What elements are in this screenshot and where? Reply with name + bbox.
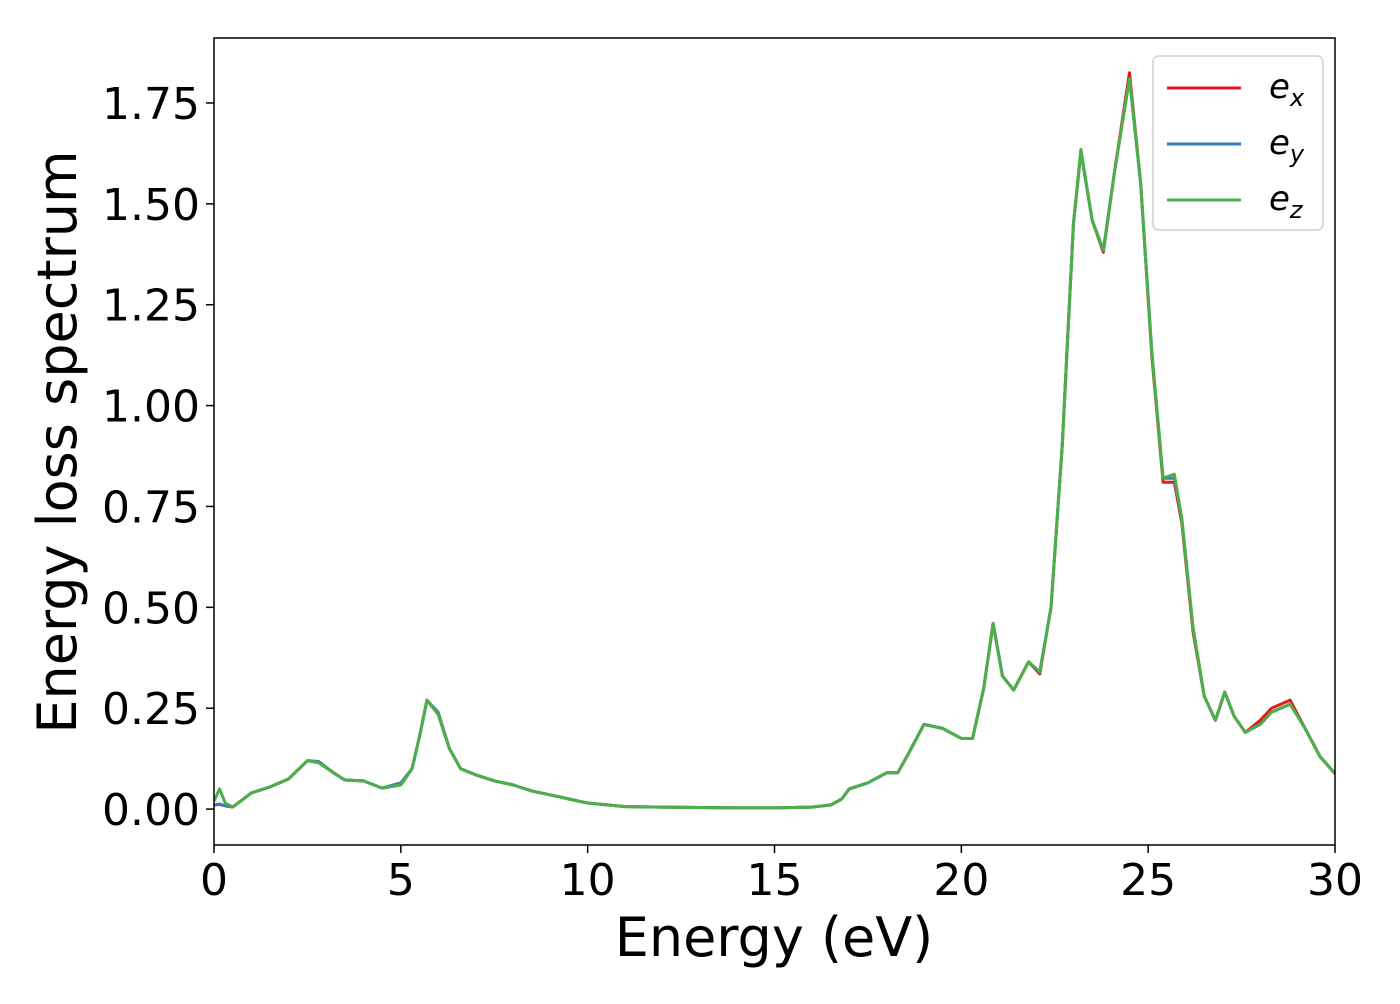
y-tick-label: 0.00	[102, 785, 200, 836]
x-tick-label: 10	[560, 855, 616, 906]
y-tick-label: 0.25	[102, 684, 200, 735]
x-tick-label: 15	[747, 855, 803, 906]
y-tick-label: 0.50	[102, 583, 200, 634]
x-tick-label: 30	[1307, 855, 1363, 906]
x-tick-label: 5	[387, 855, 415, 906]
x-tick-label: 20	[933, 855, 989, 906]
y-axis-label: Energy loss spectrum	[26, 150, 89, 733]
y-tick-label: 1.75	[102, 79, 200, 130]
legend-label: ex	[1269, 67, 1305, 112]
y-tick-label: 1.00	[102, 382, 200, 433]
x-tick-label: 0	[200, 855, 228, 906]
y-tick-label: 0.75	[102, 482, 200, 533]
x-tick-label: 25	[1120, 855, 1176, 906]
plot-frame	[213, 37, 1336, 846]
y-tick-label: 1.50	[102, 180, 200, 231]
y-tick-label: 1.25	[102, 281, 200, 332]
legend-label: ez	[1269, 179, 1304, 224]
legend-label: ey	[1269, 123, 1305, 168]
x-axis-label: Energy (eV)	[615, 906, 934, 969]
data-line	[214, 77, 1335, 810]
